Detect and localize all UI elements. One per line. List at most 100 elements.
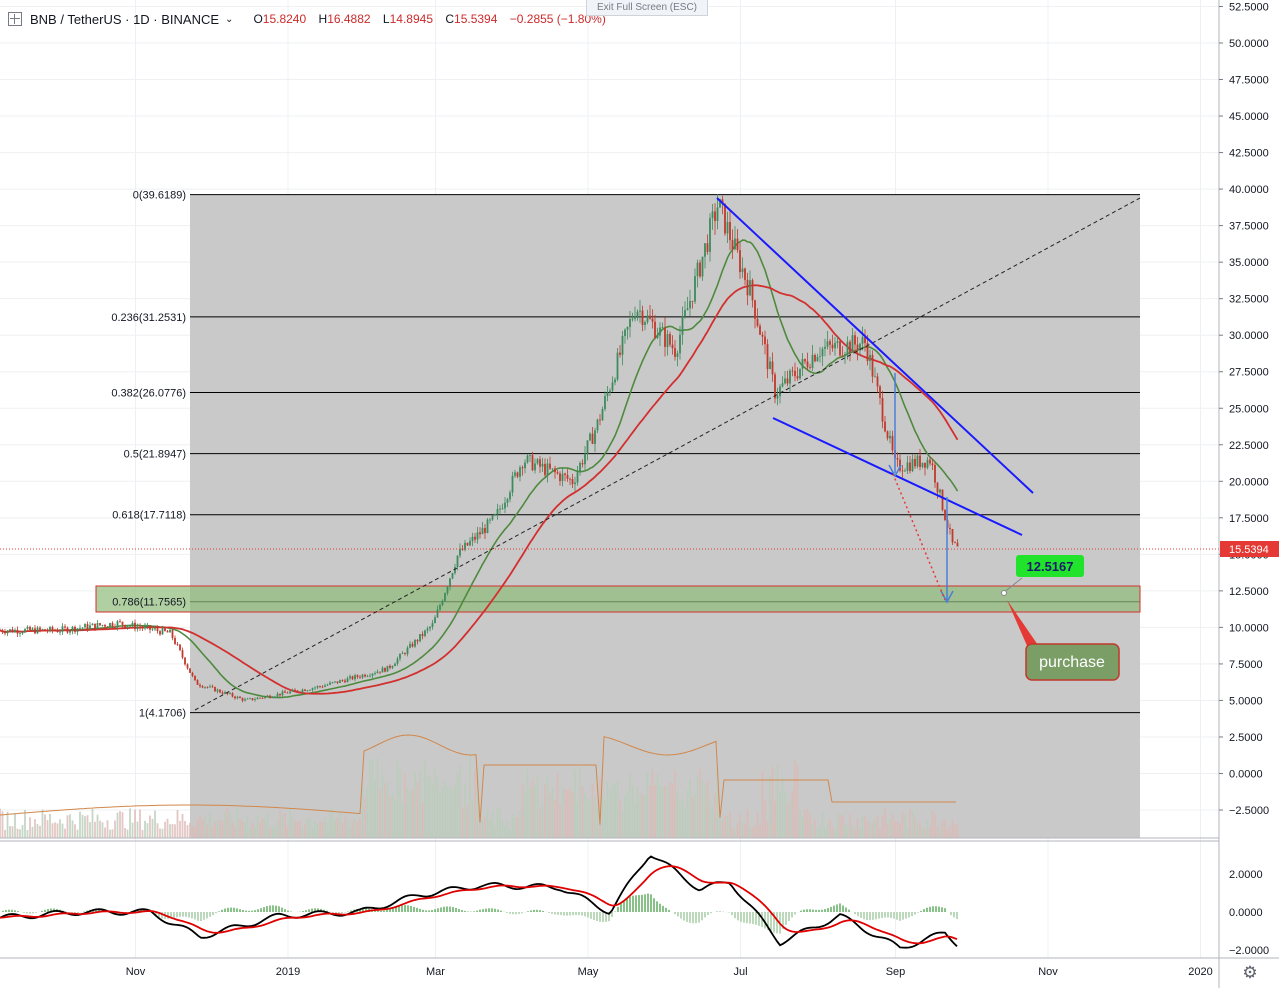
- volume-bar: [789, 800, 791, 838]
- volume-bar: [724, 815, 726, 838]
- volume-bar: [709, 798, 711, 838]
- volume-bar: [781, 778, 784, 838]
- candle-body: [424, 630, 426, 636]
- candle-body: [726, 221, 729, 234]
- volume-bar: [241, 821, 244, 838]
- volume-bar: [764, 800, 766, 838]
- volume-bar: [66, 815, 69, 838]
- candle-body: [411, 643, 414, 647]
- candle-body: [691, 300, 694, 302]
- candle-body: [146, 625, 149, 627]
- candle-body: [36, 627, 39, 634]
- volume-bar: [594, 795, 596, 838]
- candle-body: [721, 199, 724, 204]
- candle-body: [861, 337, 864, 344]
- volume-bar: [449, 786, 451, 838]
- candle-body: [634, 316, 636, 319]
- volume-bar: [381, 774, 384, 838]
- candle-body: [259, 697, 261, 699]
- candle-body: [836, 341, 839, 343]
- callout-pointer: [1007, 600, 1040, 648]
- candle-body: [186, 664, 189, 669]
- volume-bar: [521, 783, 524, 838]
- candle-body: [579, 463, 581, 473]
- candle-body: [596, 419, 599, 431]
- volume-bar: [139, 809, 141, 838]
- volume-bar: [319, 822, 321, 838]
- volume-bar: [596, 808, 599, 838]
- volume-bar: [406, 788, 409, 838]
- candle-body: [371, 673, 374, 676]
- volume-bar: [679, 800, 681, 838]
- candle-body: [191, 672, 194, 676]
- price-tick-label: 25.0000: [1229, 403, 1269, 415]
- time-tick-label: Sep: [886, 966, 906, 978]
- candle-body: [541, 463, 544, 467]
- candle-body: [264, 696, 266, 698]
- candle-body: [39, 627, 41, 630]
- candle-body: [531, 455, 534, 471]
- volume-bar: [79, 811, 81, 838]
- volume-bar: [846, 825, 849, 838]
- gear-icon[interactable]: ⚙: [1242, 963, 1258, 982]
- volume-bar: [534, 784, 536, 838]
- candle-body: [156, 628, 159, 632]
- volume-bar: [346, 819, 349, 838]
- candle-body: [524, 462, 526, 469]
- volume-bar: [549, 793, 551, 838]
- support-zone[interactable]: [95, 585, 1141, 613]
- volume-bar: [301, 827, 304, 838]
- candle-body: [896, 458, 899, 460]
- expand-icon[interactable]: [8, 12, 22, 26]
- candle-body: [476, 532, 479, 540]
- price-tick-label: 0.0000: [1229, 769, 1263, 781]
- candle-body: [839, 341, 841, 356]
- time-tick-label: Mar: [426, 966, 445, 978]
- candle-body: [19, 633, 21, 634]
- candle-body: [851, 335, 854, 353]
- volume-bar: [696, 775, 699, 838]
- candle-body: [64, 626, 66, 628]
- candle-body: [689, 300, 691, 309]
- volume-bar: [191, 825, 194, 838]
- volume-bar: [649, 785, 651, 838]
- volume-bar: [801, 816, 804, 838]
- ohlc-values: O15.8240 H16.4882 L14.8945 C15.5394 −0.2…: [253, 12, 614, 26]
- symbol-selector[interactable]: BNB / TetherUS · 1D · BINANCE ⌄: [30, 12, 247, 27]
- volume-bar: [426, 777, 429, 838]
- volume-bar: [894, 820, 896, 838]
- candle-body: [514, 472, 516, 476]
- volume-bar: [36, 824, 39, 838]
- fib-level-label: 1(4.1706): [139, 708, 186, 720]
- volume-bar: [934, 814, 936, 838]
- candle-body: [724, 203, 726, 234]
- time-tick-label: Nov: [126, 966, 146, 978]
- candle-body: [101, 624, 104, 626]
- volume-bar: [706, 780, 709, 838]
- volume-bar: [489, 818, 491, 838]
- volume-bar: [806, 808, 809, 838]
- volume-bar: [246, 816, 249, 838]
- volume-bar: [41, 809, 44, 838]
- volume-bar: [424, 761, 426, 838]
- candle-body: [841, 355, 844, 357]
- candle-body: [254, 699, 256, 701]
- volume-bar: [131, 822, 134, 838]
- candle-body: [831, 344, 834, 349]
- volume-bar: [304, 823, 306, 838]
- price-tick-label: 40.0000: [1229, 184, 1269, 196]
- fib-retracement[interactable]: [190, 194, 1140, 839]
- candle-body: [601, 409, 604, 421]
- volume-bar: [456, 773, 459, 838]
- candle-body: [924, 462, 926, 468]
- volume-bar: [29, 817, 31, 838]
- volume-bar: [284, 812, 286, 838]
- exit-fullscreen-button[interactable]: Exit Full Screen (ESC): [586, 0, 708, 16]
- candle-body: [339, 680, 341, 683]
- volume-bar: [234, 826, 236, 838]
- candle-body: [944, 510, 946, 521]
- candle-body: [76, 628, 79, 632]
- trendline-drawings[interactable]: 12.5167 purchase: [0, 197, 1219, 711]
- volume-bar: [409, 789, 411, 838]
